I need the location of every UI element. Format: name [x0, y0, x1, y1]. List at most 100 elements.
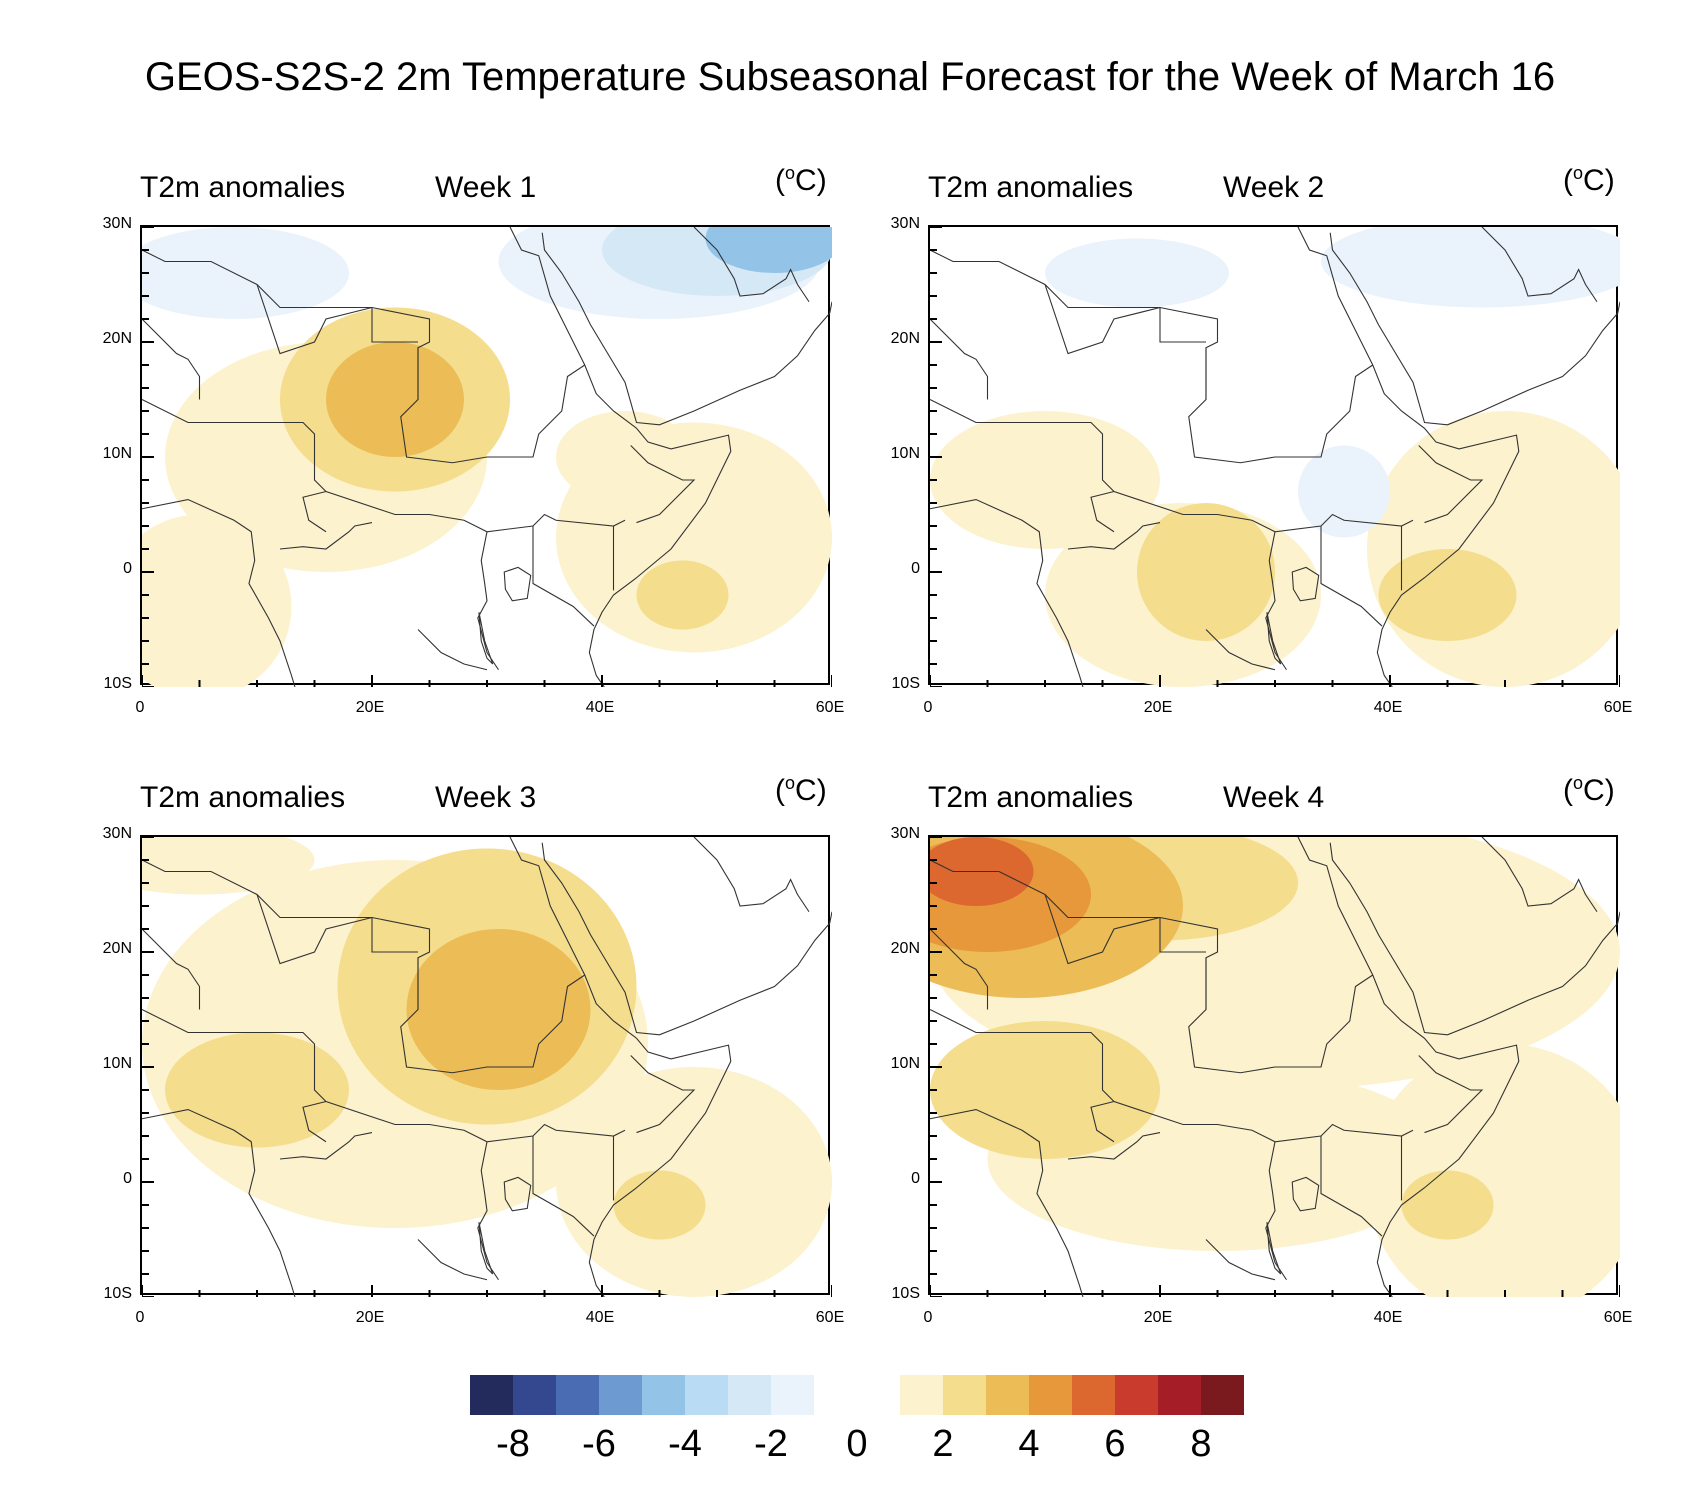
boundary-line	[142, 1009, 626, 1143]
boundary-line	[1320, 526, 1383, 627]
map-frame	[928, 835, 1620, 1297]
anomaly-region	[1378, 549, 1517, 641]
boundary-line	[1329, 842, 1620, 1036]
boundary-line	[142, 1108, 296, 1297]
boundary-line	[256, 894, 373, 965]
map-frame	[140, 225, 832, 687]
lake-outline	[478, 612, 494, 665]
boundary-line	[1090, 1100, 1115, 1143]
anomaly-region	[556, 1067, 832, 1297]
boundary-line	[693, 837, 810, 913]
boundary-line	[1320, 1136, 1383, 1237]
colorbar-swatch	[599, 1375, 642, 1415]
panel-week-title: Week 1	[435, 171, 537, 204]
boundary-line	[1205, 1239, 1276, 1281]
colorbar-swatch	[642, 1375, 685, 1415]
colorbar-swatch	[556, 1375, 599, 1415]
boundary-line	[477, 531, 499, 671]
boundary-line	[630, 445, 696, 524]
boundary-line	[1188, 347, 1374, 464]
boundary-line	[371, 917, 418, 953]
colorbar-swatch	[1029, 1375, 1072, 1415]
boundary-line	[302, 490, 327, 533]
lake-outline	[478, 1222, 494, 1275]
lat-tick-label: 0	[123, 1170, 132, 1187]
anomaly-region	[326, 342, 464, 457]
boundary-line	[930, 399, 1414, 533]
boundary-line	[1418, 1055, 1484, 1134]
colorbar-swatch	[986, 1375, 1029, 1415]
panel-left-title: T2m anomalies	[928, 171, 1134, 204]
panel-left-title: T2m anomalies	[140, 781, 346, 814]
boundary-line	[1067, 1132, 1161, 1160]
anomaly-region	[1401, 1170, 1494, 1240]
boundary-line	[142, 498, 296, 687]
anomaly-region	[1367, 1044, 1620, 1297]
boundary-line	[417, 1239, 488, 1281]
lon-tick-label: 60E	[1603, 699, 1633, 716]
lon-tick-label: 40E	[1373, 699, 1403, 716]
colorbar-swatch	[943, 1375, 986, 1415]
lon-tick-label: 60E	[1603, 1309, 1633, 1326]
lat-tick-label: 30N	[102, 215, 132, 232]
lon-tick-label: 20E	[355, 699, 385, 716]
lake-outline	[1291, 566, 1320, 602]
unit-text: C	[1583, 164, 1605, 197]
anomaly-region	[142, 837, 315, 895]
boundary-line	[930, 1009, 1414, 1143]
colorbar-label: 4	[1018, 1423, 1040, 1465]
panel-week-title: Week 2	[1223, 171, 1325, 204]
lat-tick-label: 0	[911, 560, 920, 577]
map-frame	[928, 225, 1620, 687]
lat-tick-label: 20N	[102, 940, 132, 957]
boundary-line	[541, 842, 832, 1036]
lat-tick-label: 0	[123, 560, 132, 577]
lon-tick-label: 20E	[355, 1309, 385, 1326]
boundary-line	[1297, 227, 1520, 687]
panel-unit-label: (oC)	[775, 163, 827, 197]
anomaly-region	[1137, 503, 1275, 641]
lat-tick-label: 10N	[890, 1055, 920, 1072]
boundary-line	[930, 1108, 1084, 1297]
map-canvas	[930, 837, 1620, 1297]
anomaly-region	[406, 929, 591, 1090]
map-canvas	[142, 227, 832, 687]
colorbar-swatch	[1201, 1375, 1244, 1415]
lat-tick-label: 10N	[102, 1055, 132, 1072]
anomaly-region	[1298, 445, 1390, 538]
lat-tick-label: 20N	[102, 330, 132, 347]
colorbar-swatch	[900, 1375, 943, 1415]
boundary-line	[1159, 307, 1206, 343]
lat-tick-label: 10S	[103, 1285, 132, 1302]
colorbar-swatch	[513, 1375, 556, 1415]
boundary-line	[930, 498, 1084, 687]
lat-tick-label: 30N	[102, 825, 132, 842]
colorbar-label: 8	[1190, 1423, 1212, 1465]
colorbar-label: 6	[1104, 1423, 1126, 1465]
boundary-line	[371, 307, 418, 343]
lake-outline	[1266, 612, 1282, 665]
lake-outline	[1266, 1222, 1282, 1275]
panel-left-title: T2m anomalies	[928, 781, 1134, 814]
boundary-line	[1418, 445, 1484, 524]
map-frame	[140, 835, 832, 1297]
lat-tick-label: 10S	[891, 675, 920, 692]
panel-week-title: Week 3	[435, 781, 537, 814]
anomaly-region	[930, 1021, 1160, 1159]
panel-week-title: Week 4	[1223, 781, 1325, 814]
boundary-line	[1090, 490, 1115, 533]
anomaly-region	[930, 411, 1160, 549]
panel-left-title: T2m anomalies	[140, 171, 346, 204]
anomaly-region	[636, 560, 729, 630]
boundary-line	[1329, 232, 1620, 426]
panel-unit-label: (oC)	[775, 773, 827, 807]
boundary-line	[1481, 837, 1598, 913]
map-canvas	[142, 837, 832, 1297]
anomaly-region	[556, 411, 694, 503]
anomaly-region	[142, 227, 349, 319]
lon-tick-label: 20E	[1143, 1309, 1173, 1326]
colorbar-label: -4	[668, 1423, 702, 1465]
lat-tick-label: 20N	[890, 330, 920, 347]
lake-outline	[1291, 1176, 1320, 1212]
unit-text: C	[1583, 774, 1605, 807]
